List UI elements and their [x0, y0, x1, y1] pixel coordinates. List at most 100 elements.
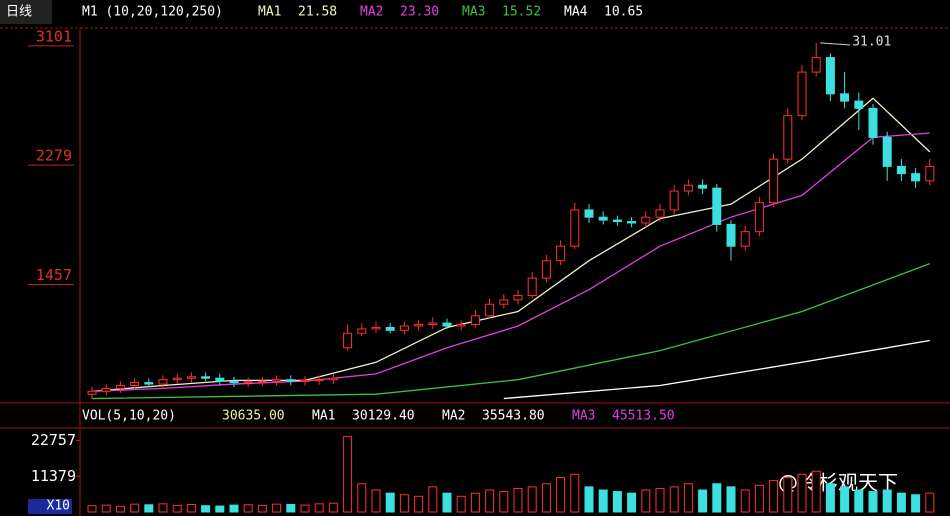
- volume-bar: [470, 492, 480, 513]
- volume-bar: [115, 505, 125, 513]
- candle-body: [314, 379, 324, 382]
- volume-bar: [911, 494, 921, 513]
- volume-bar: [257, 504, 267, 513]
- candle-body: [911, 173, 921, 182]
- volume-bar: [414, 495, 424, 513]
- y-tick-label: 3101: [36, 27, 72, 45]
- candle-body: [627, 221, 637, 224]
- candle-body: [414, 324, 424, 327]
- volume-bar: [627, 492, 637, 513]
- candle-body: [485, 303, 495, 317]
- volume-bar: [328, 502, 338, 513]
- candle-body: [300, 379, 310, 382]
- candle-body: [144, 382, 154, 385]
- candle-body: [87, 390, 97, 395]
- candle-body: [896, 165, 906, 175]
- legend-name: MA3: [462, 5, 485, 20]
- legend-reading: 10.65: [604, 5, 643, 20]
- legend-reading: 15.52: [502, 5, 541, 20]
- candle-body: [527, 277, 537, 297]
- volume-bar: [286, 503, 296, 513]
- volume-bar: [201, 505, 211, 513]
- candle-body: [754, 202, 764, 233]
- volume-bar: [769, 480, 779, 513]
- legend-name: MA1: [258, 5, 281, 20]
- volume-bar: [456, 495, 466, 513]
- legend-reading: 21.58: [298, 5, 337, 20]
- candle-body: [854, 100, 864, 109]
- candle-body: [371, 326, 381, 330]
- legend-reading: 30129.40: [352, 409, 415, 424]
- candle-body: [257, 380, 267, 383]
- candle-body: [428, 322, 438, 326]
- volume-bar: [399, 494, 409, 513]
- candle-body: [229, 380, 239, 384]
- volume-title: VOL(5,10,20): [82, 409, 176, 424]
- volume-bar: [584, 486, 594, 513]
- volume-bar: [172, 504, 182, 513]
- candle-body: [868, 107, 878, 138]
- candle-body: [115, 384, 125, 389]
- volume-bar: [300, 504, 310, 513]
- volume-bar: [797, 473, 807, 513]
- candle-body: [243, 381, 253, 384]
- candle-body: [513, 295, 523, 301]
- volume-bar: [101, 504, 111, 513]
- candle-body: [328, 377, 338, 381]
- candle-body: [740, 231, 750, 247]
- volume-bar: [556, 476, 566, 513]
- volume-bar: [229, 504, 239, 513]
- volume-bar: [698, 489, 708, 513]
- candle-body: [130, 382, 140, 386]
- legend-name: MA2: [360, 5, 383, 20]
- candle-body: [215, 377, 225, 382]
- annotation-leader: [820, 42, 851, 46]
- candle-body: [598, 216, 608, 221]
- volume-bar: [854, 489, 864, 513]
- volume-bar: [215, 505, 225, 513]
- candle-body: [172, 377, 182, 381]
- legend-name: MA4: [564, 5, 588, 20]
- candle-body: [726, 223, 736, 247]
- candle-body: [499, 299, 509, 305]
- unit-box: [28, 499, 72, 514]
- candle-body: [925, 165, 935, 182]
- y-tick-label: 2279: [36, 147, 72, 165]
- volume-bar: [371, 489, 381, 513]
- candle-body: [584, 209, 594, 218]
- volume-bar: [570, 473, 580, 513]
- chart-title: 日线: [6, 5, 32, 20]
- volume-bar: [527, 486, 537, 513]
- volume-bar: [598, 489, 608, 513]
- volume-bar: [158, 503, 168, 513]
- candle-body: [186, 376, 196, 379]
- candle-body: [272, 379, 282, 382]
- candle-body: [399, 325, 409, 331]
- candle-body: [882, 136, 892, 167]
- candle-body: [541, 260, 551, 279]
- candle-body: [641, 216, 651, 224]
- volume-bar: [754, 484, 764, 513]
- volume-bar: [726, 486, 736, 513]
- volume-bar: [825, 483, 835, 513]
- volume-bar: [896, 492, 906, 513]
- volume-bar: [683, 483, 693, 513]
- candle-body: [201, 376, 211, 379]
- candle-body: [683, 184, 693, 192]
- candle-body: [669, 190, 679, 211]
- volume-bar: [740, 489, 750, 513]
- volume-unit: X10: [47, 499, 70, 514]
- candle-body: [456, 324, 466, 327]
- volume-bar: [485, 489, 495, 513]
- volume-bar: [186, 503, 196, 513]
- volume-bar: [357, 483, 367, 513]
- candle-body: [556, 245, 566, 262]
- volume-bar: [428, 486, 438, 513]
- volume-bar: [840, 486, 850, 513]
- volume-bar: [655, 487, 665, 513]
- volume-reading: 30635.00: [222, 409, 285, 424]
- indicator-params: M1 (10,20,120,250): [82, 5, 223, 20]
- legend-name: MA1: [312, 409, 335, 424]
